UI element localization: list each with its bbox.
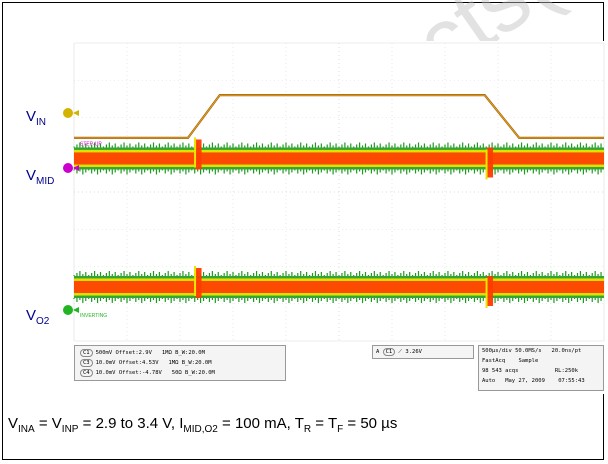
timebase-panel [478,345,604,391]
channel-markers [63,108,79,315]
label-v-o2: VO2 [26,307,50,327]
marker-v-o2 [63,305,73,315]
v-mid-transient [195,139,202,170]
marker-v-mid [63,163,73,173]
ch3-status: C3 10.0mV Offset:4.53V 1MΩ B_W:20.0M [80,359,212,367]
v-o2-transient-edge [194,265,197,296]
acqs-status: 98 543 acqs RL:250k [482,368,579,374]
marker-v-in-arrow [73,110,79,116]
tag-step-up: STEP-UP [80,141,102,147]
v-o2-transient [195,267,202,298]
marker-v-mid-arrow [73,165,79,171]
oscilloscope-screen: STEP-UP INVERTING [70,41,608,394]
label-v-mid: VMID [26,167,55,187]
date-status: Auto May 27, 2009 07:55:43 [482,378,585,384]
marker-v-in [63,108,73,118]
v-o2-transient [487,275,494,306]
timebase-status: 500µs/div 50.0MS/s 20.0ns/pt [482,348,582,354]
trigger-status: A C1 ⟋ 3.26V [376,348,422,356]
v-o2-band-red [74,280,604,294]
marker-v-o2-arrow [73,307,79,313]
scope-plot: STEP-UP INVERTING [73,42,605,342]
channel-panel [74,345,286,381]
v-mid-transient-edge [485,149,488,180]
mode-status: FastAcq Sample [482,358,539,364]
ch4-status: C4 10.0mV Offset:-4.78V 50Ω B_W:20.0M [80,369,215,377]
v-mid-band-red [74,152,604,165]
tag-inverting: INVERTING [80,313,107,319]
v-mid-transient [487,147,494,178]
trigger-panel [372,345,474,359]
figure-caption: VINA = VINP = 2.9 to 3.4 V, IMID,O2 = 10… [8,415,398,435]
label-v-in: VIN [26,108,47,128]
v-o2-transient-edge [485,277,488,308]
v-mid-transient-edge [194,137,197,168]
ch1-status: C1 500mV Offset:2.9V 1MΩ B_W:20.0M [80,349,205,357]
v-in-trace-highlight [74,94,604,139]
